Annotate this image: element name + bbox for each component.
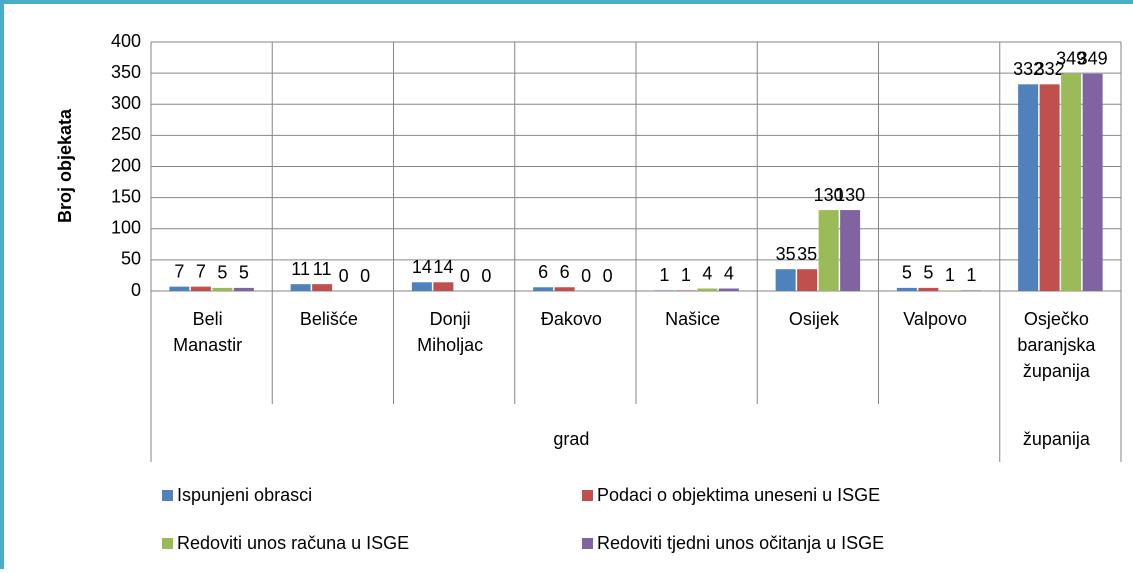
data-label: 1 <box>966 265 976 285</box>
data-label: 4 <box>724 263 734 283</box>
bar <box>1039 84 1060 291</box>
bar <box>411 282 432 291</box>
y-tick-label: 150 <box>111 186 141 206</box>
x-tick-label: Osijek <box>788 309 839 329</box>
y-axis-label: Broj objekata <box>55 108 75 223</box>
data-label: 130 <box>835 185 865 205</box>
bar <box>312 284 333 291</box>
bar <box>797 269 818 291</box>
legend-label: Podaci o objektima uneseni u ISGE <box>597 485 880 505</box>
bar <box>654 290 675 291</box>
bar <box>840 210 861 291</box>
data-label: 332 <box>1013 59 1043 79</box>
bar <box>697 288 718 291</box>
bar <box>939 290 960 291</box>
data-label: 11 <box>291 259 310 279</box>
data-label: 5 <box>239 263 249 283</box>
data-label: 0 <box>481 266 491 286</box>
bar <box>190 286 211 291</box>
data-label: 0 <box>460 266 470 286</box>
bar <box>554 287 575 291</box>
data-label: 1 <box>659 265 669 285</box>
data-label: 4 <box>702 263 712 283</box>
bar <box>1018 84 1039 291</box>
legend-swatch <box>162 538 173 549</box>
bar <box>718 288 739 291</box>
data-label: 5 <box>217 263 227 283</box>
x-tick-label: Đakovo <box>540 309 602 329</box>
x-tick-label: Beli Manastir <box>173 309 243 355</box>
x-tick-label: Osječko baranjska županija <box>1017 309 1096 381</box>
x-tick-label: Donji Miholjac <box>417 309 484 355</box>
y-tick-label: 50 <box>121 249 141 269</box>
y-tick-label: 100 <box>111 218 141 238</box>
data-label: 349 <box>1078 48 1108 68</box>
bar <box>918 287 939 291</box>
legend-swatch <box>162 490 173 501</box>
data-label: 14 <box>412 257 432 277</box>
data-label: 11 <box>313 259 332 279</box>
data-label: 35 <box>797 244 817 264</box>
data-label: 349 <box>1056 48 1086 68</box>
data-label: 35 <box>776 244 796 264</box>
data-label: 1 <box>945 265 955 285</box>
data-label: 5 <box>923 263 933 283</box>
data-label: 1 <box>681 265 691 285</box>
data-label: 0 <box>603 266 613 286</box>
group-label: grad <box>553 429 590 449</box>
bar <box>212 287 233 291</box>
legend-label: Ispunjeni obrasci <box>177 485 312 505</box>
data-label: 7 <box>174 261 184 281</box>
bar <box>290 284 311 291</box>
data-label: 130 <box>814 185 844 205</box>
y-tick-label: 0 <box>131 280 141 300</box>
bar <box>233 287 254 291</box>
data-label: 6 <box>560 262 570 282</box>
y-tick-label: 250 <box>111 124 141 144</box>
bar <box>1061 73 1082 291</box>
bar <box>818 210 839 291</box>
legend-swatch <box>582 490 593 501</box>
y-tick-label: 400 <box>111 31 141 51</box>
bar <box>1082 73 1103 291</box>
x-tick-label: Našice <box>665 309 721 329</box>
data-label: 332 <box>1035 59 1065 79</box>
bar <box>675 290 696 291</box>
data-label: 7 <box>196 261 206 281</box>
bar <box>169 286 190 291</box>
data-label: 14 <box>433 257 453 277</box>
bar <box>961 290 982 291</box>
data-label: 5 <box>902 263 912 283</box>
y-tick-label: 200 <box>111 155 141 175</box>
data-label: 0 <box>581 266 591 286</box>
legend-swatch <box>582 538 593 549</box>
bar <box>775 269 796 291</box>
data-label: 6 <box>538 262 548 282</box>
y-tick-label: 350 <box>111 62 141 82</box>
data-label: 0 <box>339 266 349 286</box>
data-label: 0 <box>360 266 370 286</box>
bar <box>896 287 917 291</box>
x-tick-label: Belišće <box>299 309 358 329</box>
bar <box>533 287 554 291</box>
group-label: županija <box>1022 429 1090 449</box>
legend-label: Redoviti unos računa u ISGE <box>177 533 409 553</box>
legend-label: Redoviti tjedni unos očitanja u ISGE <box>597 533 884 553</box>
x-tick-label: Valpovo <box>903 309 967 329</box>
y-tick-label: 300 <box>111 93 141 113</box>
bar <box>433 282 454 291</box>
